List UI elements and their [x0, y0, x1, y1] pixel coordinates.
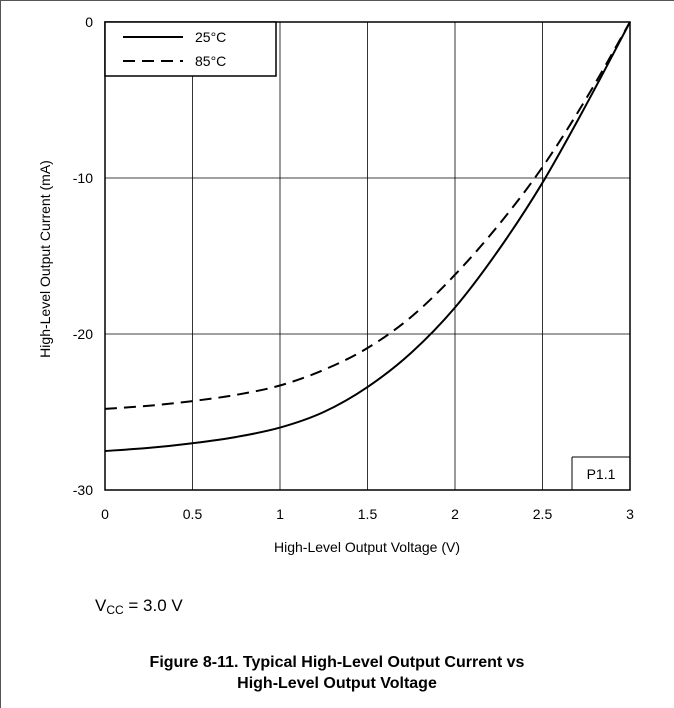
x-tick-label: 1.5	[358, 506, 378, 522]
legend-label: 25°C	[195, 29, 226, 45]
y-tick-label: 0	[85, 14, 93, 30]
legend: 25°C 85°C	[104, 21, 277, 77]
y-axis-label: High-Level Output Current (mA)	[37, 160, 53, 358]
x-axis-label: High-Level Output Voltage (V)	[274, 539, 460, 555]
x-tick-label: 0.5	[183, 506, 203, 522]
x-tick-label: 0	[101, 506, 109, 522]
x-tick-label: 1	[276, 506, 284, 522]
x-tick-label: 3	[626, 506, 634, 522]
x-tick-label: 2	[451, 506, 459, 522]
grid	[104, 21, 631, 491]
legend-label: 85°C	[195, 53, 226, 69]
test-condition: VCC = 3.0 V	[95, 596, 183, 617]
figure-caption: Figure 8-11. Typical High-Level Output C…	[0, 652, 674, 694]
y-tick-label: -20	[73, 326, 93, 342]
page-top-border	[0, 0, 674, 1]
caption-line-2: High-Level Output Voltage	[237, 675, 437, 692]
vcc-value: = 3.0 V	[123, 596, 183, 615]
x-tick-label: 2.5	[533, 506, 553, 522]
annotation-box: P1.1	[571, 456, 630, 490]
vcc-symbol: V	[95, 596, 107, 615]
caption-line-1: Figure 8-11. Typical High-Level Output C…	[149, 654, 525, 671]
y-tick-label: -30	[73, 482, 93, 498]
page-left-border	[0, 0, 1, 708]
series-line-dashed	[104, 21, 631, 410]
annotation-label: P1.1	[587, 466, 616, 482]
series-line-solid	[104, 21, 631, 452]
series-lines	[104, 21, 631, 452]
x-tick-labels: 0 0.5 1 1.5 2 2.5 3	[101, 506, 634, 522]
plot-area	[104, 21, 631, 491]
y-tick-label: -10	[73, 170, 93, 186]
legend-box	[104, 21, 277, 77]
vcc-subscript: CC	[106, 603, 124, 617]
y-tick-labels: 0 -10 -20 -30	[73, 14, 93, 498]
chart: 0 0.5 1 1.5 2 2.5 3 0 -10 -20 -30 High-Level Outp…	[37, 14, 634, 555]
